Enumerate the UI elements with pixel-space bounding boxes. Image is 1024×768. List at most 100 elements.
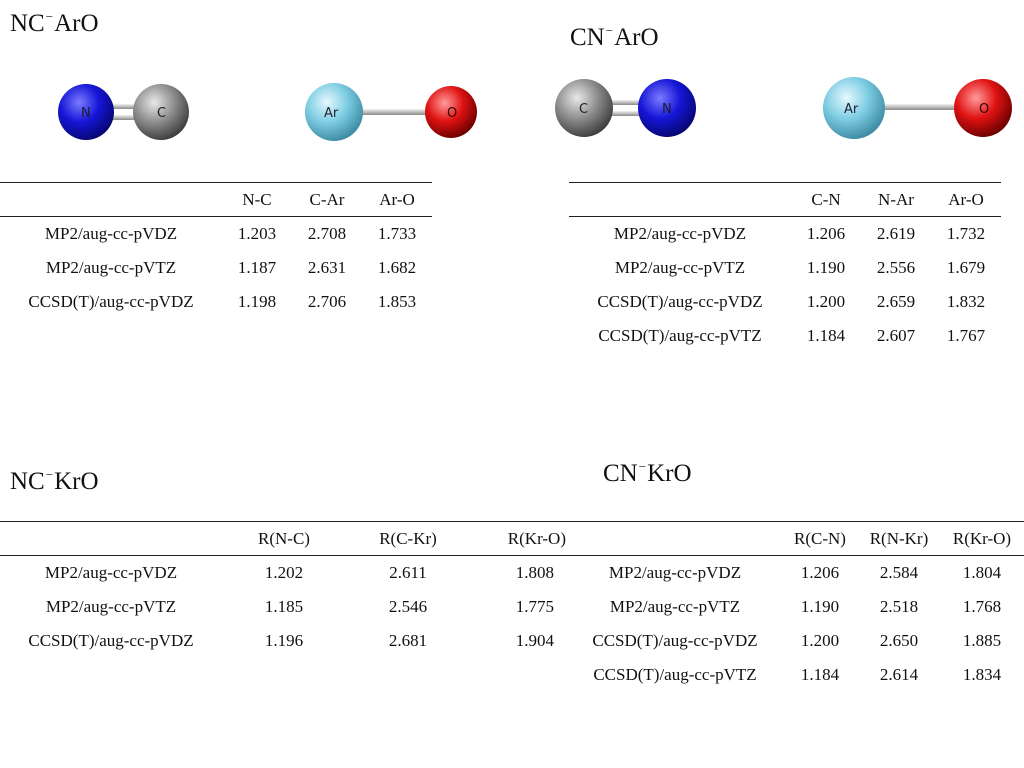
method-cell: MP2/aug-cc-pVDZ <box>44 224 178 244</box>
value-cell: 2.706 <box>307 292 347 311</box>
table-row: MP2/aug-cc-pVTZ 1.190 2.556 1.679 <box>569 251 1001 285</box>
value-cell: 1.732 <box>946 224 986 244</box>
table-row: CCSD(T)/aug-cc-pVDZ 1.200 2.659 1.832 <box>569 285 1001 319</box>
value-cell: 1.679 <box>946 258 986 277</box>
nitrogen-atom <box>58 84 114 140</box>
value-cell: 1.804 <box>962 563 1002 583</box>
value-cell: 1.200 <box>800 631 840 650</box>
value-cell: 2.650 <box>879 631 919 650</box>
method-cell: CCSD(T)/aug-cc-pVDZ <box>592 631 758 650</box>
title-nc-aro: NC−ArO <box>10 10 99 36</box>
nc-bond <box>85 115 145 120</box>
method-cell: MP2/aug-cc-pVDZ <box>44 563 178 583</box>
table-row: CCSD(T)/aug-cc-pVTZ 1.184 2.607 1.767 <box>569 319 1001 353</box>
value-cell: 1.853 <box>377 292 417 311</box>
title-cn-aro-right: ArO <box>614 24 659 51</box>
title-cn-kro-right: KrO <box>647 460 692 487</box>
value-cell: 1.832 <box>946 292 986 311</box>
atom-label: N <box>662 102 672 117</box>
value-cell: 1.808 <box>515 563 554 583</box>
nc-bond <box>85 104 145 109</box>
nc-aro-molecule-model: N C Ar O <box>58 83 477 141</box>
table-row: CCSD(T)/aug-cc-pVDZ 1.196 2.681 1.904 <box>0 624 590 658</box>
nc-kro-bond-length-table: R(N-C) R(C-Kr) R(Kr-O) MP2/aug-cc-pVDZ 1… <box>0 521 590 658</box>
table-row: CCSD(T)/aug-cc-pVDZ 1.198 2.706 1.853 <box>0 285 432 319</box>
title-cn-kro-left: CN <box>603 460 638 487</box>
value-cell: 1.190 <box>800 597 840 616</box>
table-header-row: R(C-N) R(N-Kr) R(Kr-O) <box>568 521 1024 556</box>
carbon-atom <box>555 79 613 137</box>
method-cell: CCSD(T)/aug-cc-pVTZ <box>593 665 757 684</box>
nc-aro-bond-length-table: N-C C-Ar Ar-O MP2/aug-cc-pVDZ 1.203 2.70… <box>0 182 432 319</box>
value-cell: 1.682 <box>377 258 417 277</box>
value-cell: 1.184 <box>806 326 846 345</box>
atom-label: Ar <box>324 106 339 121</box>
method-cell: CCSD(T)/aug-cc-pVTZ <box>598 326 762 345</box>
value-cell: 2.611 <box>389 563 427 583</box>
method-column-header <box>569 182 791 217</box>
table-row: CCSD(T)/aug-cc-pVTZ 1.184 2.614 1.834 <box>568 658 1024 692</box>
column-header: Ar-O <box>362 182 432 217</box>
table-row: MP2/aug-cc-pVDZ 1.206 2.584 1.804 <box>568 556 1024 590</box>
value-cell: 2.518 <box>879 597 919 616</box>
value-cell: 1.767 <box>946 326 986 345</box>
title-cn-aro-left: CN <box>570 24 605 51</box>
value-cell: 2.631 <box>307 258 347 277</box>
value-cell: 2.607 <box>876 326 916 345</box>
value-cell: 2.614 <box>879 665 919 684</box>
method-column-header <box>568 521 782 556</box>
table-row: MP2/aug-cc-pVTZ 1.187 2.631 1.682 <box>0 251 432 285</box>
value-cell: 1.206 <box>806 224 846 244</box>
table-header-row: R(N-C) R(C-Kr) R(Kr-O) <box>0 521 590 556</box>
method-cell: MP2/aug-cc-pVDZ <box>613 224 747 244</box>
column-header: R(C-Kr) <box>346 521 470 556</box>
value-cell: 2.546 <box>388 597 428 616</box>
atom-label: Ar <box>844 102 859 117</box>
value-cell: 2.619 <box>876 224 916 244</box>
table-row: MP2/aug-cc-pVTZ 1.185 2.546 1.775 <box>0 590 590 624</box>
table-row: MP2/aug-cc-pVTZ 1.190 2.518 1.768 <box>568 590 1024 624</box>
value-cell: 1.198 <box>237 292 277 311</box>
method-cell: MP2/aug-cc-pVDZ <box>608 563 742 583</box>
table-row: MP2/aug-cc-pVDZ 1.206 2.619 1.732 <box>569 217 1001 251</box>
method-cell: CCSD(T)/aug-cc-pVDZ <box>28 292 194 311</box>
method-cell: MP2/aug-cc-pVTZ <box>614 258 746 277</box>
column-header: Ar-O <box>931 182 1001 217</box>
title-nc-aro-charge: − <box>45 9 54 24</box>
column-header: R(C-N) <box>782 521 858 556</box>
cn-kro-bond-length-table: R(C-N) R(N-Kr) R(Kr-O) MP2/aug-cc-pVDZ 1… <box>568 521 1024 692</box>
method-cell: MP2/aug-cc-pVTZ <box>45 597 177 616</box>
method-cell: CCSD(T)/aug-cc-pVDZ <box>28 631 194 650</box>
column-header: N-Ar <box>861 182 931 217</box>
oxygen-atom <box>954 79 1012 137</box>
value-cell: 1.190 <box>806 258 846 277</box>
table-row: MP2/aug-cc-pVDZ 1.202 2.611 1.808 <box>0 556 590 590</box>
value-cell: 1.187 <box>237 258 277 277</box>
value-cell: 2.681 <box>388 631 428 650</box>
table-row: MP2/aug-cc-pVDZ 1.203 2.708 1.733 <box>0 217 432 251</box>
value-cell: 1.206 <box>800 563 840 583</box>
value-cell: 2.659 <box>876 292 916 311</box>
cn-aro-bond-length-table: C-N N-Ar Ar-O MP2/aug-cc-pVDZ 1.206 2.61… <box>569 182 1001 353</box>
method-column-header <box>0 521 222 556</box>
value-cell: 1.733 <box>377 224 417 244</box>
table-row: CCSD(T)/aug-cc-pVDZ 1.200 2.650 1.885 <box>568 624 1024 658</box>
cn-aro-molecule-model: C N Ar O <box>555 77 1012 139</box>
ar-o-bond <box>854 104 984 110</box>
value-cell: 2.556 <box>876 258 916 277</box>
column-header: R(N-Kr) <box>858 521 940 556</box>
title-cn-kro-charge: − <box>638 459 647 474</box>
value-cell: 1.203 <box>237 224 277 244</box>
oxygen-atom <box>425 86 477 138</box>
value-cell: 1.202 <box>264 563 304 583</box>
value-cell: 2.584 <box>879 563 919 583</box>
value-cell: 1.768 <box>962 597 1002 616</box>
atom-label: C <box>579 102 588 117</box>
column-header: N-C <box>222 182 292 217</box>
value-cell: 1.885 <box>962 631 1002 650</box>
atom-label: C <box>157 106 166 121</box>
title-nc-kro: NC−KrO <box>10 468 99 494</box>
column-header: R(Kr-O) <box>940 521 1024 556</box>
column-header: R(N-C) <box>222 521 346 556</box>
title-nc-aro-left: NC <box>10 10 45 37</box>
